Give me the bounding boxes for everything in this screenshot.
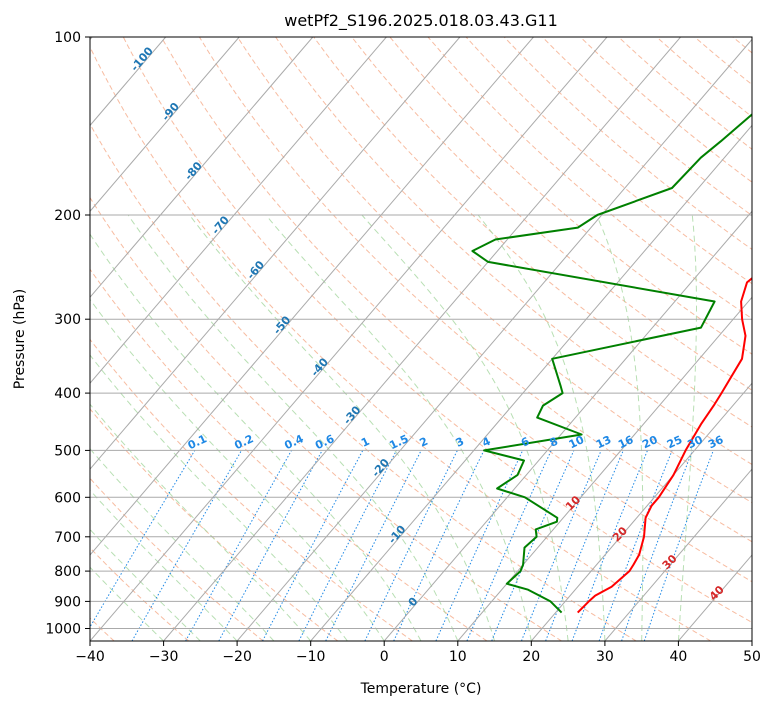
dry-adiabat-line: [580, 37, 752, 183]
dry-adiabat-line: [90, 196, 562, 641]
y-tick-label: 200: [54, 208, 81, 224]
y-tick-label: 300: [54, 312, 81, 328]
isotherm-line: [604, 468, 752, 641]
mixing-ratio-line: [218, 450, 323, 641]
y-axis-label: Pressure (hPa): [12, 289, 28, 389]
y-tick-label: 500: [54, 443, 81, 459]
moist-adiabat-line: [127, 214, 459, 641]
mixing-ratio-line: [643, 450, 714, 641]
x-tick-label: −40: [75, 649, 105, 665]
moist-adiabat-line: [90, 233, 422, 641]
moist-adiabat-line: [90, 566, 164, 641]
isotherm-line: [90, 37, 461, 470]
dry-adiabat-line: [122, 37, 752, 623]
x-axis-label: Temperature (°C): [360, 681, 482, 697]
mixing-ratio-line: [435, 450, 524, 641]
mixing-ratio-line: [545, 450, 624, 641]
dewpoint-profile: [471, 113, 752, 614]
y-tick-label: 700: [54, 530, 81, 546]
dry-adiabat-line: [237, 37, 752, 504]
mixing-ratio-line: [364, 450, 458, 641]
isotherm-line: [310, 124, 752, 641]
y-tick-label: 400: [54, 386, 81, 402]
dry-adiabat-line: [541, 37, 752, 217]
mixing-ratio-line: [621, 450, 694, 641]
mixing-ratio-label: 16: [616, 433, 636, 451]
moist-adiabat-line: [90, 298, 385, 641]
mixing-ratio-label: 13: [594, 433, 613, 451]
x-tick-label: 40: [669, 649, 687, 665]
moist-adiabat-line: [677, 214, 697, 641]
isotherm-line: [90, 37, 608, 641]
x-tick-label: −10: [296, 649, 326, 665]
x-tick-label: 0: [380, 649, 389, 665]
y-tick-label: 1000: [45, 622, 81, 638]
moist-adiabat-line: [477, 214, 606, 641]
dry-adiabat-line: [427, 37, 752, 320]
mixing-ratio-label: 10: [567, 433, 587, 451]
isotherm-line: [163, 37, 681, 641]
moist-adiabat-line: [90, 403, 312, 641]
temperature-profile: [576, 277, 752, 614]
x-tick-label: −20: [222, 649, 252, 665]
isotherm-line: [90, 37, 534, 556]
moist-adiabat-line: [90, 528, 201, 641]
series-layer: [471, 113, 752, 614]
dry-adiabat-line: [198, 37, 752, 543]
x-tick-label: −30: [149, 649, 179, 665]
dry-adiabat-line: [465, 37, 752, 285]
isotherm-line: [457, 296, 752, 641]
background-lines: [90, 37, 752, 641]
moist-adiabat-line: [596, 214, 644, 641]
axes: −40 −30 −20 −10 0 10 20 30 40 50 100 200 300 400 500 60…: [45, 30, 761, 665]
isotherm-line: [90, 37, 314, 299]
dry-adiabat-line: [90, 123, 637, 641]
mixing-ratio-label: 25: [665, 433, 684, 451]
mixing-ratio-line: [298, 450, 397, 641]
mixing-ratio-line: [521, 450, 602, 641]
x-tick-label: 20: [522, 649, 540, 665]
mixing-ratio-label: 30: [685, 433, 705, 451]
mixing-ratio-line: [598, 450, 673, 641]
dry-adiabat-line: [351, 37, 752, 391]
dry-adiabat-line: [90, 338, 413, 641]
dry-adiabat-line: [618, 37, 752, 150]
dry-adiabat-line: [160, 37, 752, 583]
isotherm-line: [530, 382, 752, 641]
x-tick-label: 10: [449, 649, 467, 665]
mixing-ratio-line: [262, 450, 364, 641]
mixing-ratio-line: [185, 450, 292, 641]
mixing-ratio-label: 20: [640, 433, 660, 451]
moist-adiabat-line: [90, 489, 238, 641]
mixing-ratio-line: [466, 450, 552, 641]
x-tick-label: 50: [743, 649, 761, 665]
y-tick-label: 100: [54, 30, 81, 46]
mixing-ratio-label: 36: [706, 433, 726, 451]
mixing-ratio-line: [571, 450, 648, 641]
chart-title: wetPf2_S196.2025.018.03.43.G11: [284, 11, 558, 31]
isotherm-line: [90, 37, 387, 384]
dry-adiabat-line: [90, 45, 712, 641]
isotherm-line: [90, 37, 240, 213]
y-tick-label: 800: [54, 564, 81, 580]
y-tick-label: 900: [54, 594, 81, 610]
x-tick-label: 30: [596, 649, 614, 665]
moist-adiabat-line: [361, 214, 569, 641]
isotherm-line: [236, 38, 752, 641]
y-tick-label: 600: [54, 490, 81, 506]
mixing-ratio-line: [325, 450, 422, 641]
plot-frame: [89, 36, 753, 642]
